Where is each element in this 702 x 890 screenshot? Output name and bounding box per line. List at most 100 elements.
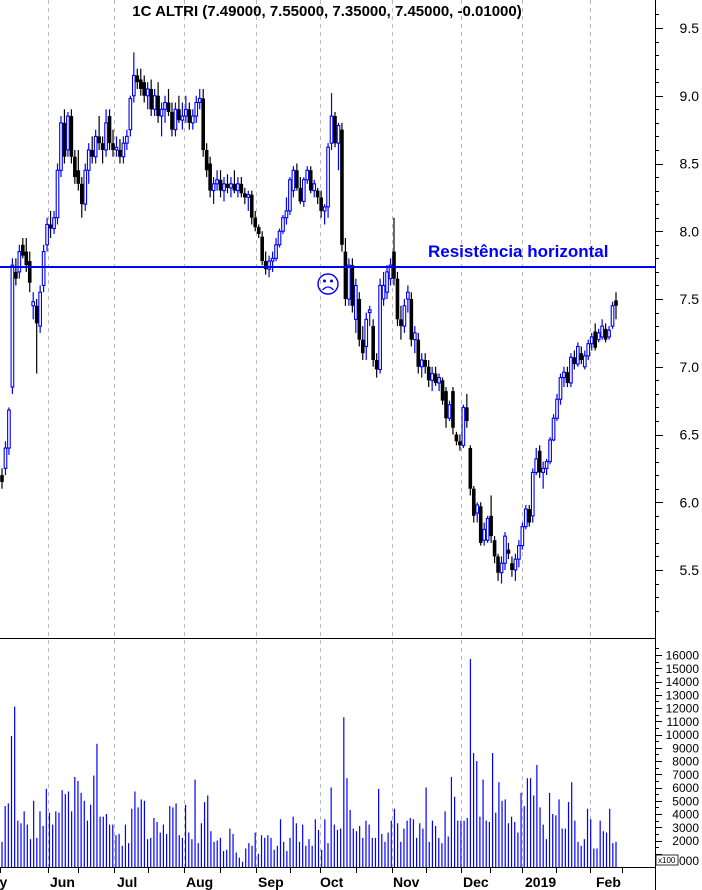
candle-body [194,101,199,117]
candle [347,258,351,306]
candle-body [163,101,167,110]
candle-body [353,284,358,320]
candle-body [260,236,264,262]
sad-face-icon [317,273,339,295]
candle-body [492,540,497,557]
candle [10,258,15,394]
volume-bars [1,658,617,867]
candle-body [444,391,448,419]
candle [145,82,150,110]
candle [187,102,192,130]
candle-body [3,447,8,469]
candle-body [600,325,604,338]
candle-body [586,343,591,357]
candle-body [589,336,594,345]
candle-body [27,261,32,283]
candle-body [281,217,285,232]
candle [243,187,247,205]
candle [454,431,459,446]
candle-body [135,75,140,83]
candle [86,143,91,184]
candle-body [496,556,500,573]
month-label: Feb [596,874,621,890]
candle-body [187,109,192,123]
volume-tick-label: 12000 [666,702,700,716]
price-axis: 9.5 9.0 8.5 8.0 7.5 7.0 6.5 6.0 5.5 [655,14,699,612]
candle-body [249,194,254,218]
candle-body [388,264,393,280]
candle [593,323,597,351]
candle-body [447,404,452,419]
candle-body [610,305,615,327]
resistance-label: Resistência horizontal [428,242,608,261]
candle [93,129,98,164]
candle-body [416,339,421,367]
candle-body [128,97,133,131]
month-label: Oct [320,874,344,890]
candle-body [239,183,244,194]
candle [388,258,393,286]
candle [440,377,445,405]
candle-body [555,398,559,419]
candle-body [62,122,67,157]
candle-body [291,169,296,192]
candle-body [7,409,11,449]
volume-tick-label: 2000 [672,834,699,848]
candle [170,102,174,137]
candle [121,136,126,164]
candle [409,292,414,347]
candle-body [558,377,563,400]
candle-body [104,122,108,151]
candle [69,109,74,164]
candle-body [517,545,521,560]
candle-body [402,305,407,327]
candle [138,68,143,96]
candle-body [458,441,462,446]
candle [159,102,164,137]
candle [530,468,535,523]
candle-body [267,260,271,270]
candle-body [350,265,355,306]
candle-body [437,377,441,384]
month-label: Nov [393,874,420,890]
month-label: Aug [186,874,213,890]
candle-body [59,122,63,171]
candle-body [204,149,209,171]
candle [610,301,615,329]
candle-body [534,458,539,473]
candle-body [21,244,25,256]
candle-body [253,217,258,228]
candle [492,536,497,564]
volume-tick-label: 4000 [672,808,699,822]
candle-body [177,109,181,121]
candle [239,177,244,198]
candle [142,75,147,103]
candle-body [301,179,306,202]
candle-body [298,187,303,202]
candle-body [607,329,611,338]
candle [319,190,323,218]
candle [607,326,611,340]
candle [114,136,119,157]
candle-body [90,149,94,157]
candle-body [430,372,434,381]
candle [7,407,11,455]
candle-body [582,355,587,368]
candle-body [333,116,337,144]
volume-tick-label: 13000 [666,688,700,702]
candle-body [93,135,98,158]
candle [437,373,441,392]
candle [381,271,386,306]
candle-body [312,183,317,192]
candle [458,434,462,451]
month-label: 2019 [525,874,556,890]
candle [340,122,344,252]
candle-body [246,194,251,198]
candle-body [114,146,119,151]
price-candles [0,52,618,584]
candle [541,461,546,489]
candle-body [145,88,150,97]
candle [586,339,591,360]
candle-body [544,461,549,469]
candle-body [471,488,476,516]
